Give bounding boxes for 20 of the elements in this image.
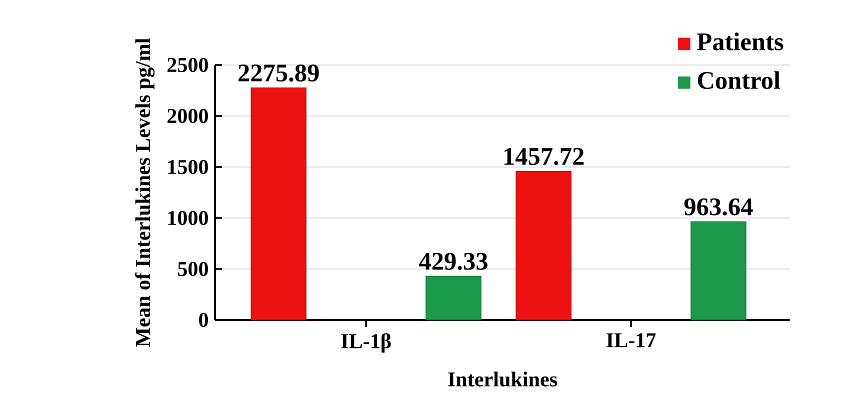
- bar: [426, 276, 482, 320]
- data-label: 1457.72: [504, 148, 584, 166]
- x-tick-label: IL-1β: [341, 333, 391, 353]
- y-tick-label: 500: [178, 262, 208, 276]
- legend-label: Control: [698, 71, 780, 90]
- bar: [516, 170, 572, 320]
- x-axis-title: Interlukines: [448, 372, 558, 387]
- x-tick-label: IL-17: [606, 333, 656, 348]
- y-tick-label: 1000: [168, 210, 208, 226]
- data-label: 963.64: [684, 198, 753, 216]
- bar: [250, 88, 306, 320]
- y-axis-title: Mean of Interlukines Levels pg/ml: [135, 38, 155, 347]
- data-label: 429.33: [419, 252, 488, 270]
- y-tick-label: 2000: [168, 108, 208, 124]
- legend-label: Patients: [697, 32, 784, 50]
- y-tick-label: 0: [199, 312, 208, 328]
- y-tick-label: 2500: [168, 58, 208, 72]
- bar: [690, 221, 746, 320]
- y-tick-label: 1500: [168, 160, 208, 174]
- data-label: 2275.89: [238, 64, 319, 82]
